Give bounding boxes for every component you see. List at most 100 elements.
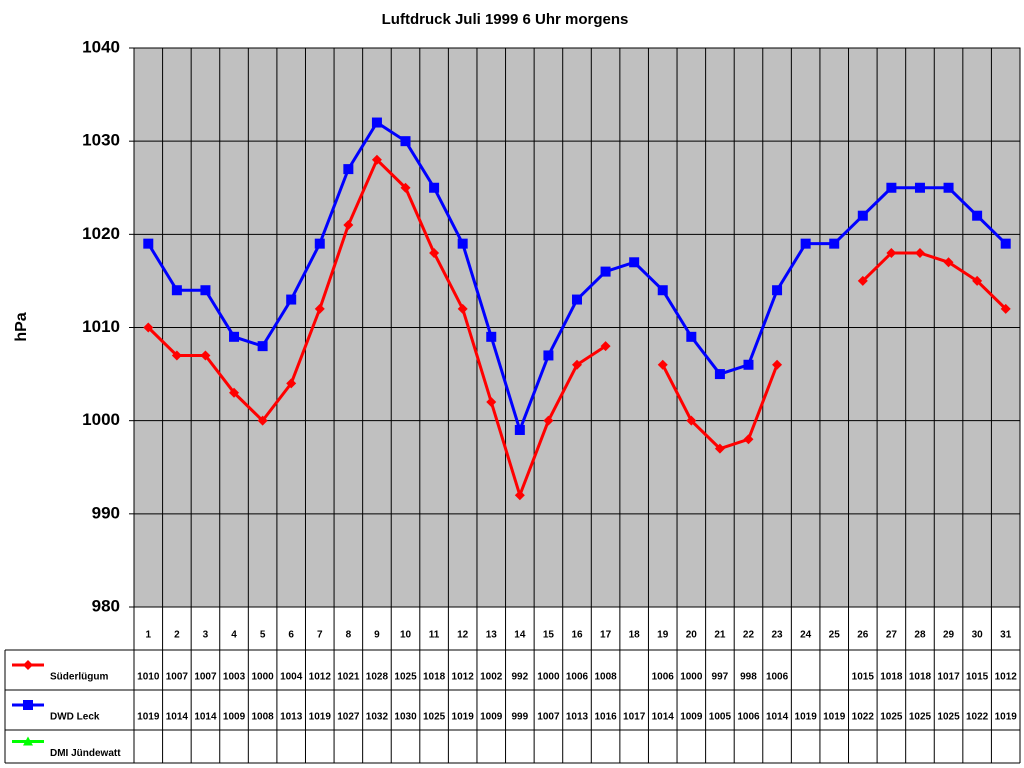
marker [857, 275, 868, 286]
marker [400, 182, 411, 193]
category-label: 26 [857, 630, 869, 641]
y-axis-label: hPa [13, 312, 30, 341]
category-label: 10 [400, 630, 412, 641]
marker [143, 322, 154, 333]
marker [972, 275, 983, 286]
marker [229, 387, 240, 398]
chart-title: Luftdruck Juli 1999 6 Uhr morgens [382, 11, 629, 28]
marker [257, 415, 268, 426]
marker [429, 182, 440, 193]
legend-label: Süderlügum [50, 672, 108, 683]
table-value: 1025 [880, 712, 903, 723]
table-value: 1002 [480, 672, 503, 683]
table-value: 1028 [366, 672, 389, 683]
table-value: 1012 [995, 672, 1018, 683]
marker [857, 210, 868, 221]
marker [171, 285, 182, 296]
table-value: 1009 [680, 712, 703, 723]
table-value: 1012 [452, 672, 475, 683]
marker [457, 238, 468, 249]
table-value: 1016 [594, 712, 617, 723]
table-value: 1006 [766, 672, 789, 683]
marker [486, 397, 497, 408]
marker [314, 238, 325, 249]
marker [486, 331, 497, 342]
table-value: 1019 [452, 712, 475, 723]
marker [657, 285, 668, 296]
marker [23, 660, 33, 670]
marker [429, 247, 440, 258]
table-value: 1000 [251, 672, 274, 683]
marker [772, 359, 783, 370]
marker [200, 350, 211, 361]
category-label: 13 [486, 630, 498, 641]
marker [829, 238, 840, 249]
category-label: 21 [714, 630, 726, 641]
table-value: 1025 [423, 712, 446, 723]
category-label: 28 [914, 630, 926, 641]
table-value: 1000 [537, 672, 560, 683]
category-label: 19 [657, 630, 669, 641]
category-label: 15 [543, 630, 555, 641]
table-value: 1015 [966, 672, 989, 683]
category-label: 1 [146, 630, 152, 641]
y-tick-label: 1020 [82, 224, 120, 243]
marker [629, 257, 640, 268]
table-value: 1014 [652, 712, 675, 723]
table-value: 1019 [795, 712, 818, 723]
y-tick-label: 1010 [82, 317, 120, 336]
marker [686, 415, 697, 426]
marker [514, 424, 525, 435]
table-value: 1018 [423, 672, 446, 683]
marker [714, 443, 725, 454]
category-label: 29 [943, 630, 955, 641]
marker [886, 182, 897, 193]
marker [400, 136, 411, 147]
y-tick-label: 990 [92, 503, 120, 522]
table-value: 1021 [337, 672, 360, 683]
table-value: 1022 [966, 712, 989, 723]
marker [914, 247, 925, 258]
category-label: 5 [260, 630, 266, 641]
table-value: 1013 [280, 712, 303, 723]
table-value: 1006 [737, 712, 760, 723]
table-value: 1007 [194, 672, 217, 683]
table-value: 1019 [137, 712, 160, 723]
marker [657, 359, 668, 370]
table-value: 1025 [937, 712, 960, 723]
marker [572, 359, 582, 370]
marker [314, 303, 325, 314]
marker [286, 378, 297, 389]
table-value: 1019 [823, 712, 846, 723]
category-label: 18 [629, 630, 641, 641]
table-value: 1012 [309, 672, 332, 683]
table-value: 1014 [766, 712, 789, 723]
marker [143, 238, 154, 249]
marker [543, 415, 554, 426]
y-tick-label: 1030 [82, 131, 120, 150]
category-label: 9 [374, 630, 380, 641]
marker [743, 434, 754, 445]
marker [200, 285, 211, 296]
marker [514, 490, 525, 501]
category-label: 12 [457, 630, 469, 641]
y-tick-label: 1040 [82, 37, 120, 56]
table-value: 1022 [852, 712, 875, 723]
table-value: 997 [712, 672, 729, 683]
table-value: 1010 [137, 672, 160, 683]
table-value: 999 [511, 712, 528, 723]
table-value: 1007 [166, 672, 189, 683]
category-label: 17 [600, 630, 612, 641]
table-value: 1015 [852, 672, 875, 683]
table-value: 1004 [280, 672, 303, 683]
table-value: 1014 [194, 712, 217, 723]
table-value: 1019 [309, 712, 332, 723]
table-value: 998 [740, 672, 757, 683]
marker [371, 117, 382, 128]
table-value: 1000 [680, 672, 703, 683]
category-label: 24 [800, 630, 812, 641]
marker [23, 700, 33, 710]
marker [229, 331, 240, 342]
marker [286, 294, 297, 305]
marker [743, 359, 754, 370]
